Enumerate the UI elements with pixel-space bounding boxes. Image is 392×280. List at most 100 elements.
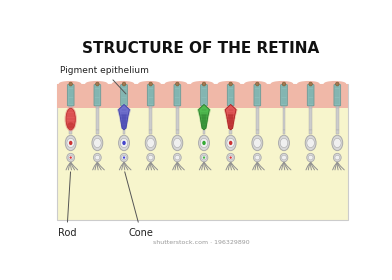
Ellipse shape [229,82,232,86]
Ellipse shape [123,157,125,159]
Text: Cone: Cone [125,172,154,238]
FancyBboxPatch shape [201,85,207,106]
Ellipse shape [270,81,293,86]
Ellipse shape [255,155,260,160]
Ellipse shape [65,107,77,131]
Ellipse shape [218,81,240,86]
Polygon shape [119,104,129,130]
Text: STRUCTURE OF THE RETINA: STRUCTURE OF THE RETINA [82,41,319,56]
Ellipse shape [228,155,233,160]
Bar [203,130,205,134]
Ellipse shape [200,153,208,162]
Ellipse shape [307,153,314,162]
Ellipse shape [69,157,72,159]
Ellipse shape [122,155,127,160]
Ellipse shape [199,135,209,151]
Ellipse shape [67,122,74,129]
Ellipse shape [280,138,288,148]
Ellipse shape [69,82,73,86]
Ellipse shape [336,82,339,86]
Ellipse shape [227,153,234,162]
Ellipse shape [308,155,313,160]
Bar [256,108,259,130]
Polygon shape [117,104,131,130]
Ellipse shape [252,135,263,151]
Bar [96,130,99,134]
Text: Rod: Rod [58,172,76,238]
Ellipse shape [149,82,152,86]
Ellipse shape [120,153,128,162]
FancyBboxPatch shape [174,85,181,106]
Polygon shape [199,104,209,130]
Ellipse shape [297,81,319,86]
Polygon shape [201,114,207,130]
Bar [176,106,179,108]
Ellipse shape [307,138,314,148]
Ellipse shape [85,81,108,86]
Ellipse shape [280,153,288,162]
Bar [309,130,312,134]
Bar [229,106,232,108]
Bar [229,130,232,134]
Ellipse shape [66,108,75,130]
Ellipse shape [254,138,261,148]
Bar [149,108,152,130]
Ellipse shape [59,81,81,86]
Bar [336,108,339,130]
Bar [123,130,125,134]
FancyBboxPatch shape [334,85,341,106]
Ellipse shape [176,82,179,86]
Bar [309,108,312,130]
Ellipse shape [92,135,103,151]
Bar [149,106,152,108]
FancyBboxPatch shape [307,85,314,106]
Bar [256,106,259,108]
Ellipse shape [93,153,101,162]
Bar [149,130,152,134]
Polygon shape [224,104,238,130]
Bar [283,108,285,130]
Ellipse shape [202,82,206,86]
FancyBboxPatch shape [94,85,101,106]
Ellipse shape [172,135,183,151]
Ellipse shape [334,138,341,148]
Ellipse shape [244,81,267,86]
Bar [336,106,339,108]
Ellipse shape [96,82,99,86]
Ellipse shape [67,138,74,148]
Ellipse shape [95,155,100,160]
Ellipse shape [165,81,187,86]
Bar [57,84,348,108]
Ellipse shape [201,155,207,160]
Ellipse shape [119,135,129,151]
Bar [176,130,179,134]
Ellipse shape [69,141,73,145]
Ellipse shape [200,138,208,148]
FancyBboxPatch shape [227,85,234,106]
Ellipse shape [324,81,346,86]
Ellipse shape [203,157,205,159]
Bar [336,130,339,134]
Bar [203,106,205,108]
Ellipse shape [147,138,154,148]
Ellipse shape [68,155,73,160]
Ellipse shape [112,81,134,86]
Ellipse shape [122,82,126,86]
Ellipse shape [334,153,341,162]
Bar [283,106,285,108]
Polygon shape [197,104,211,130]
Ellipse shape [229,141,232,145]
Ellipse shape [256,82,259,86]
Polygon shape [228,114,233,130]
FancyBboxPatch shape [254,85,261,106]
Bar [69,106,72,108]
Ellipse shape [282,82,286,86]
Text: shutterstock.com · 196329890: shutterstock.com · 196329890 [152,240,249,245]
Ellipse shape [138,81,161,86]
Ellipse shape [332,135,343,151]
Ellipse shape [227,138,234,148]
Ellipse shape [120,138,128,148]
Bar [283,130,285,134]
Ellipse shape [305,135,316,151]
FancyBboxPatch shape [67,85,74,106]
